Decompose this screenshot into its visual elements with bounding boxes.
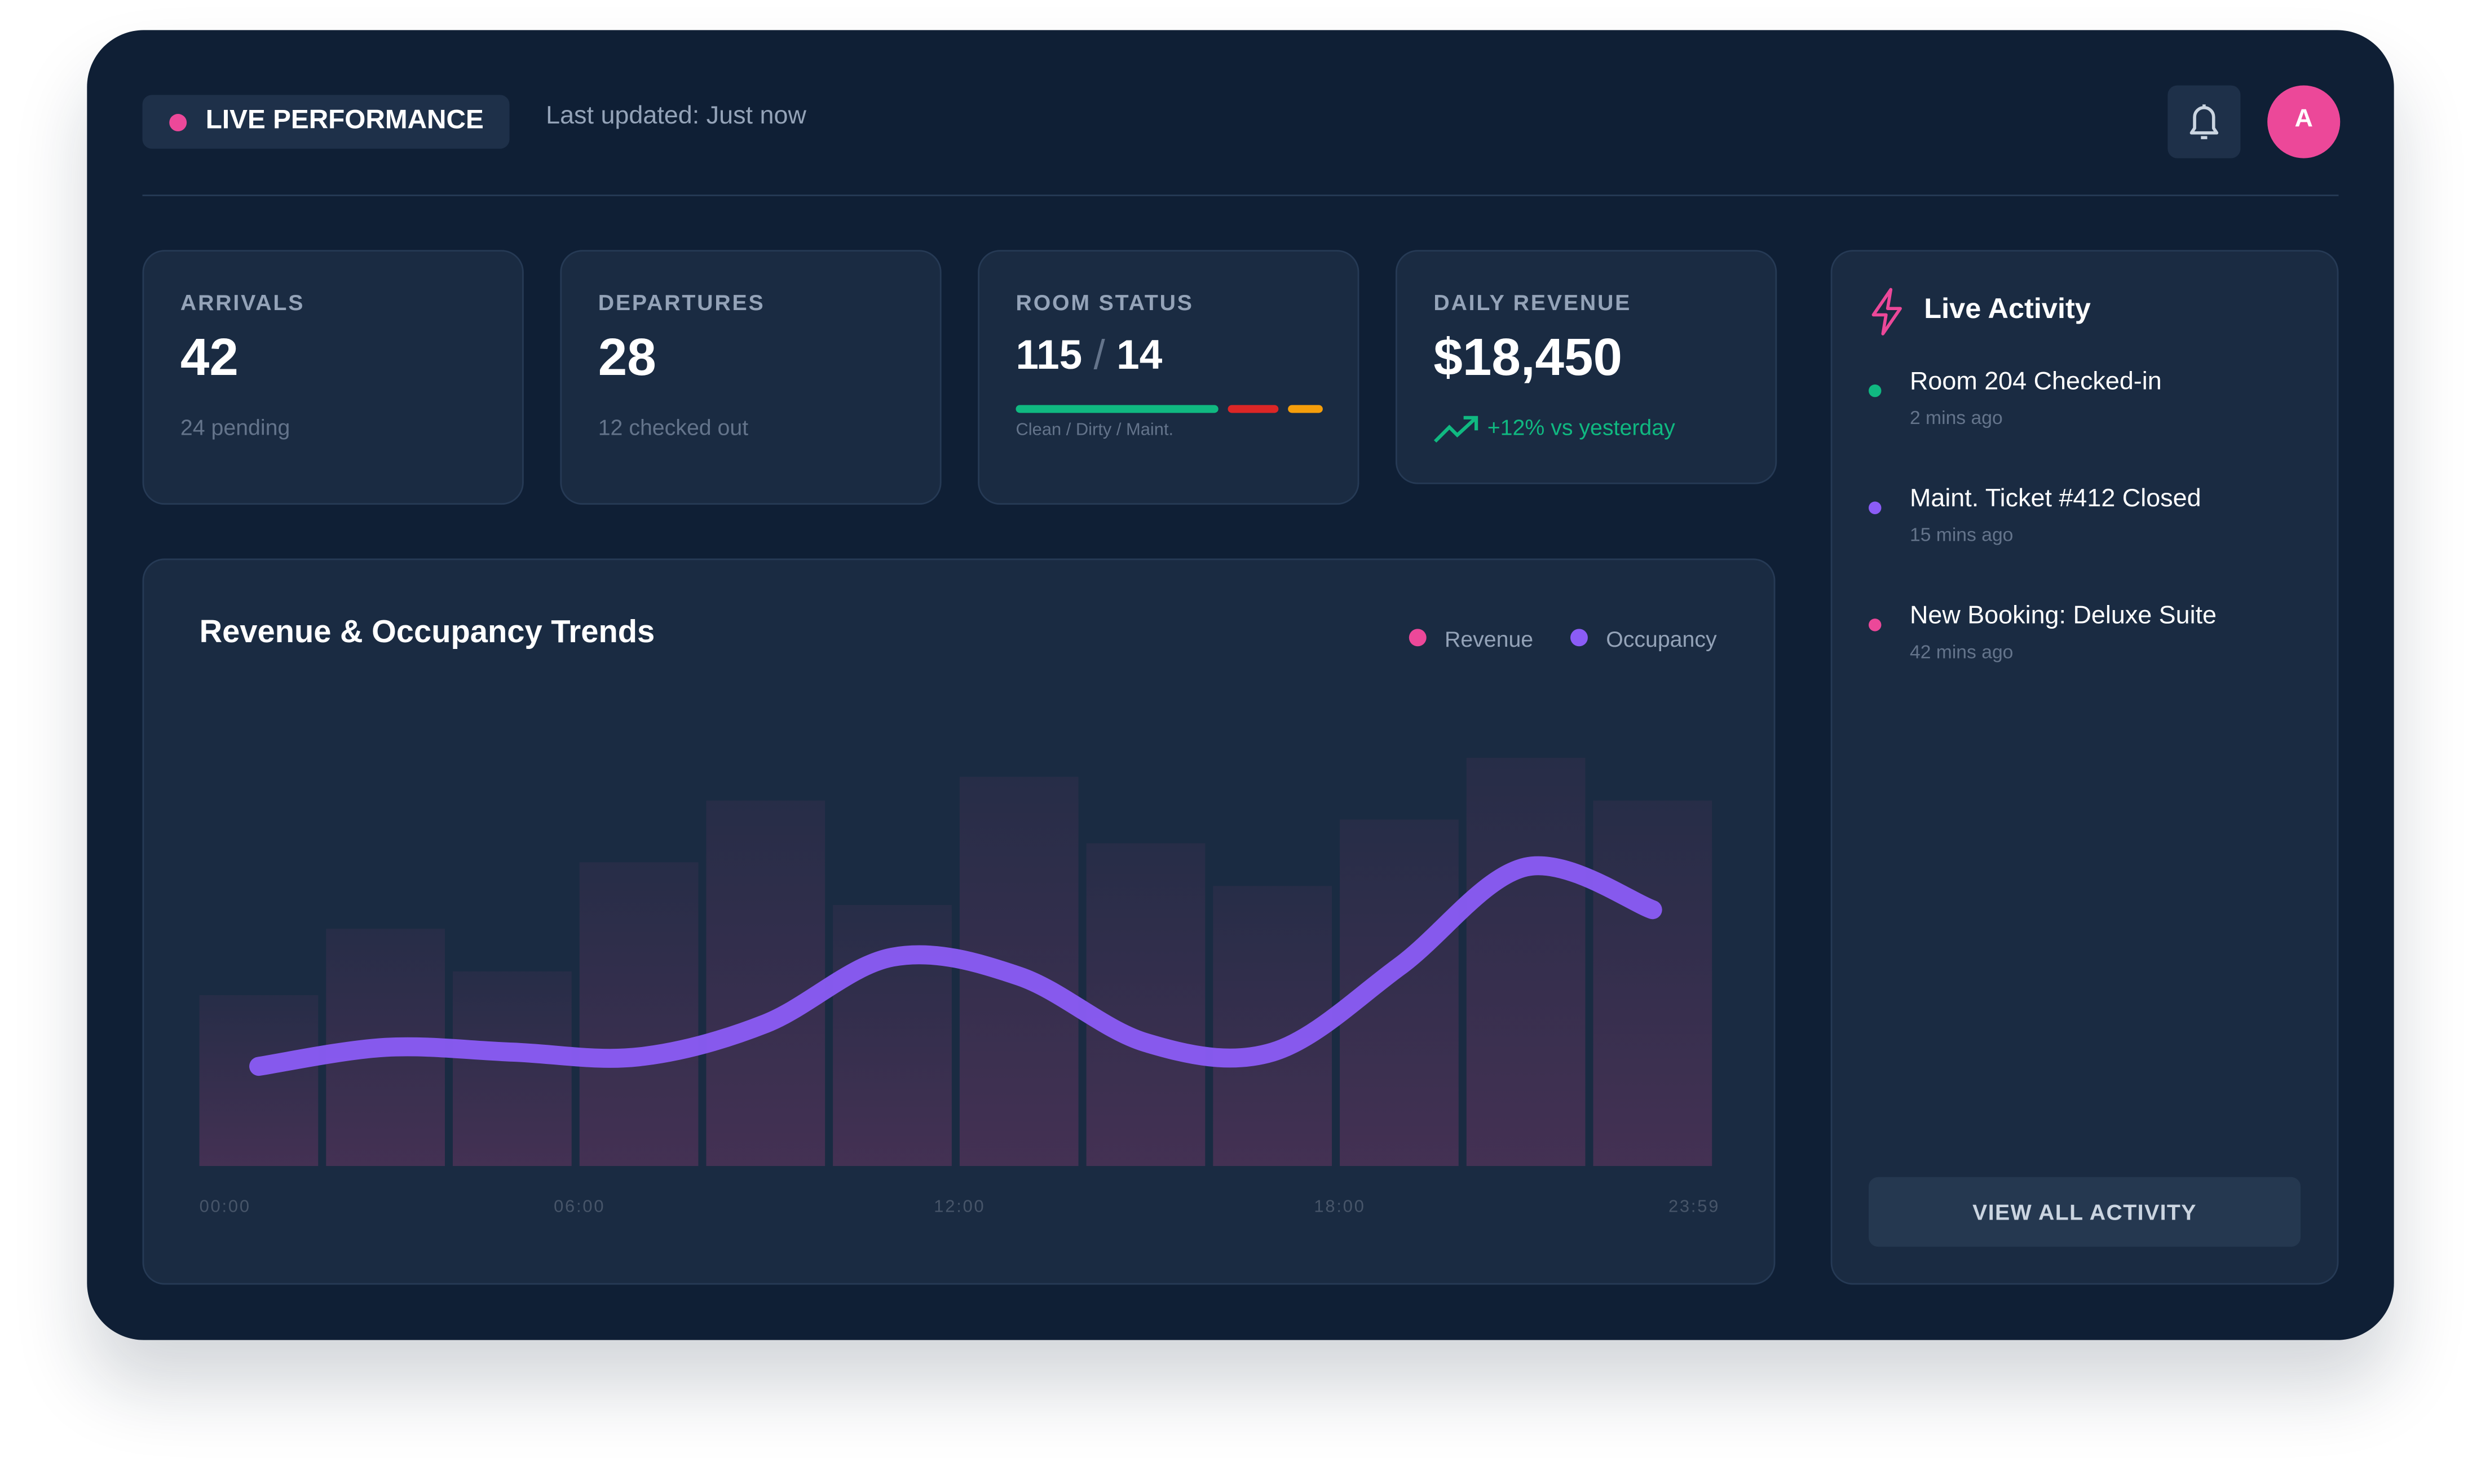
- activity-card: Live Activity Room 204 Checked-in 2 mins …: [1830, 250, 2339, 1285]
- stat-label: ROOM STATUS: [1016, 289, 1194, 315]
- activity-title: Live Activity: [1924, 293, 2091, 325]
- x-tick-label: 23:59: [1668, 1196, 1720, 1216]
- activity-item: Maint. Ticket #412 Closed 15 mins ago: [1869, 485, 2312, 546]
- stat-card: ROOM STATUS 115 / 14 Clean / Dirty / Mai…: [978, 250, 1359, 505]
- activity-item-title: Maint. Ticket #412 Closed: [1909, 485, 2201, 513]
- trend-icon: [1433, 416, 1478, 443]
- x-tick-label: 06:00: [554, 1196, 605, 1216]
- status-bar: [1288, 405, 1323, 413]
- bolt-icon: [1871, 288, 1902, 335]
- stat-card: ARRIVALS 42 24 pending: [142, 250, 524, 505]
- live-badge: LIVE PERFORMANCE: [142, 95, 510, 149]
- stat-note: 12 checked out: [598, 414, 749, 440]
- stat-note: 24 pending: [180, 414, 290, 440]
- stat-value: 42: [180, 327, 239, 386]
- stat-value: 28: [598, 327, 656, 386]
- activity-item: Room 204 Checked-in 2 mins ago: [1869, 369, 2312, 429]
- avatar[interactable]: A: [2267, 85, 2341, 158]
- stat-note: Clean / Dirty / Maint.: [1016, 421, 1174, 440]
- x-tick-label: 18:00: [1314, 1196, 1365, 1216]
- legend-dot: [1409, 629, 1427, 647]
- chart-title: Revenue & Occupancy Trends: [200, 613, 655, 649]
- bar: [1593, 800, 1712, 1167]
- bell-icon: [2189, 104, 2219, 139]
- stat-card: DEPARTURES 28 12 checked out: [560, 250, 942, 505]
- activity-item-title: Room 204 Checked-in: [1909, 368, 2162, 396]
- legend-label: Revenue: [1445, 627, 1533, 652]
- stat-value: $18,450: [1433, 327, 1623, 386]
- live-dot: [169, 114, 187, 131]
- stat-label: ARRIVALS: [180, 289, 305, 315]
- bar: [833, 905, 952, 1167]
- activity-text: Maint. Ticket #412 Closed 15 mins ago: [1910, 485, 2312, 546]
- activity-dot: [1869, 619, 1882, 631]
- view-all-button[interactable]: VIEW ALL ACTIVITY: [1869, 1177, 2301, 1247]
- activity-dot: [1869, 501, 1882, 514]
- stat-label: DEPARTURES: [598, 289, 765, 315]
- last-updated: Last updated: Just now: [546, 103, 806, 130]
- x-tick-label: 12:00: [934, 1196, 985, 1216]
- activity-item-title: New Booking: Deluxe Suite: [1909, 603, 2217, 630]
- bar: [706, 800, 825, 1167]
- legend-label: Occupancy: [1606, 627, 1717, 652]
- bar: [453, 971, 572, 1167]
- activity-item-time: 15 mins ago: [1909, 523, 2014, 546]
- bell-button[interactable]: [2167, 85, 2241, 158]
- divider: [142, 195, 2339, 196]
- stat-card: DAILY REVENUE $18,450 +12% vs yesterday: [1395, 250, 1777, 484]
- status-bar: [1228, 405, 1279, 413]
- activity-text: New Booking: Deluxe Suite 42 mins ago: [1910, 603, 2312, 663]
- x-tick-label: 00:00: [200, 1196, 251, 1216]
- room-status: 115 / 14: [1016, 330, 1163, 379]
- activity-dot: [1869, 384, 1882, 398]
- bar: [199, 995, 319, 1167]
- activity-item: New Booking: Deluxe Suite 42 mins ago: [1869, 603, 2312, 663]
- occupancy-line: [249, 856, 1662, 1076]
- status-bar: [1016, 405, 1219, 413]
- trend-text: +12% vs yesterday: [1487, 414, 1675, 440]
- activity-text: Room 204 Checked-in 2 mins ago: [1910, 369, 2312, 429]
- chart: Revenue & Occupancy Trends Revenue Occupa…: [199, 613, 1720, 1216]
- activity-item-time: 2 mins ago: [1909, 407, 2003, 429]
- legend-dot: [1570, 629, 1588, 647]
- other-count: 14: [1116, 330, 1163, 378]
- separator: /: [1093, 330, 1105, 378]
- bar: [1086, 843, 1206, 1167]
- bar: [579, 862, 699, 1167]
- bar: [1466, 758, 1586, 1167]
- stat-label: DAILY REVENUE: [1433, 289, 1632, 315]
- badge-text: LIVE PERFORMANCE: [205, 104, 484, 135]
- clean-count: 115: [1016, 330, 1083, 378]
- activity-item-time: 42 mins ago: [1909, 641, 2014, 663]
